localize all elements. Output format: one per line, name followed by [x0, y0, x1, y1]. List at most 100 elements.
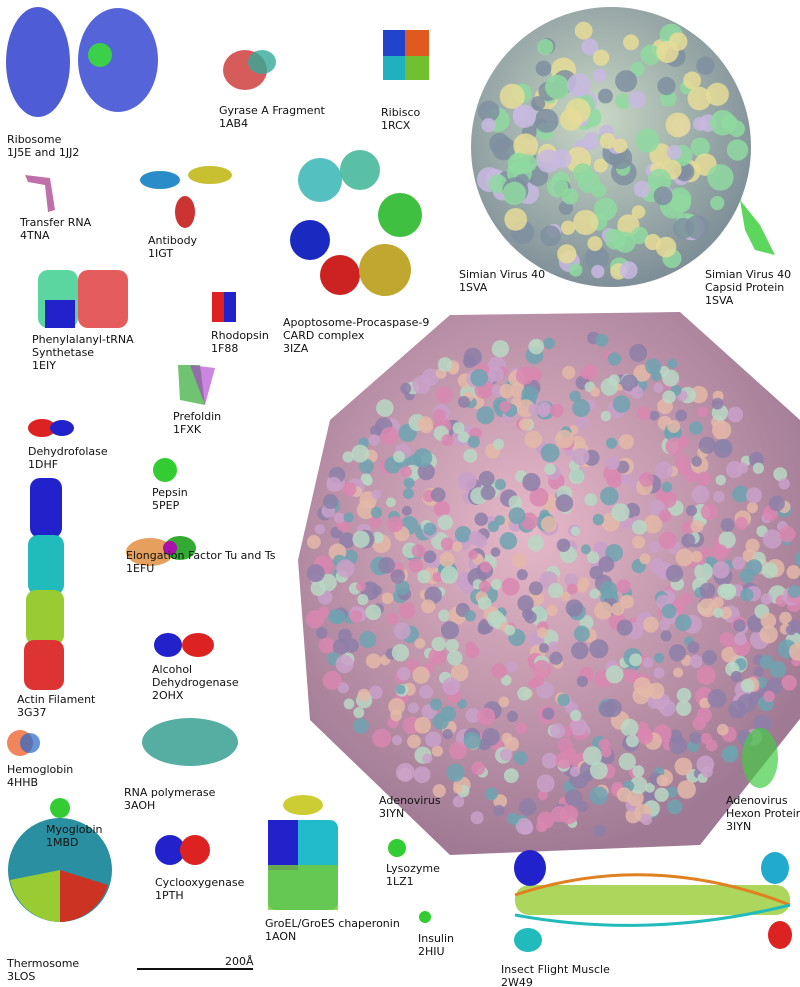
capsid-subunit — [568, 468, 585, 485]
capsid-subunit — [408, 702, 419, 714]
capsid-subunit — [592, 513, 605, 526]
capsid-subunit — [600, 378, 619, 396]
capsid-subunit — [599, 133, 616, 149]
capsid-subunit — [655, 236, 677, 258]
capsid-subunit — [500, 674, 512, 686]
capsid-subunit — [753, 714, 772, 733]
capsid-subunit — [493, 804, 505, 817]
capsid-subunit — [333, 512, 345, 524]
capsid-subunit — [653, 667, 665, 679]
capsid-subunit — [414, 716, 432, 734]
capsid-subunit — [353, 707, 365, 719]
capsid-subunit — [507, 812, 520, 825]
capsid-subunit — [606, 473, 622, 489]
capsid-subunit — [421, 599, 436, 614]
capsid-subunit — [395, 762, 415, 782]
capsid-subunit — [560, 220, 576, 235]
capsid-subunit — [437, 514, 453, 531]
capsid-subunit — [463, 731, 481, 750]
capsid-subunit — [542, 707, 555, 720]
capsid-subunit — [666, 786, 678, 798]
capsid-subunit — [785, 624, 797, 636]
capsid-subunit — [506, 710, 519, 723]
capsid-subunit — [690, 519, 704, 533]
capsid-subunit — [353, 718, 369, 734]
capsid-subunit — [717, 723, 729, 736]
capsid-subunit — [386, 497, 396, 508]
label-groel: GroEL/GroES chaperonin 1AON — [265, 917, 400, 943]
capsid-subunit — [487, 610, 505, 628]
capsid-subunit — [571, 641, 589, 660]
capsid-subunit — [435, 386, 453, 404]
label-phenylalanyl-trna: Phenylalanyl-tRNA Synthetase 1EIY — [32, 333, 134, 372]
capsid-subunit — [628, 90, 646, 109]
label-alcohol-dehydrogenase: Alcohol Dehydrogenase 2OHX — [152, 663, 239, 702]
capsid-subunit — [371, 489, 382, 500]
capsid-subunit — [589, 639, 609, 659]
capsid-subunit — [633, 180, 651, 198]
capsid-subunit — [651, 370, 662, 382]
capsid-subunit — [658, 531, 677, 550]
capsid-subunit — [315, 627, 328, 639]
capsid-subunit — [368, 434, 380, 446]
capsid-subunit — [371, 531, 384, 544]
elongation-factor-structure — [126, 536, 196, 566]
capsid-subunit — [543, 337, 555, 350]
capsid-subunit — [457, 431, 470, 443]
capsid-subunit — [513, 133, 539, 159]
capsid-subunit — [499, 400, 511, 413]
capsid-subunit — [536, 811, 555, 829]
capsid-subunit — [530, 96, 546, 111]
capsid-subunit — [576, 675, 588, 687]
capsid-subunit — [654, 787, 669, 802]
capsid-subunit — [753, 666, 764, 678]
capsid-subunit — [419, 684, 434, 699]
capsid-subunit — [490, 547, 501, 557]
capsid-subunit — [417, 569, 431, 584]
capsid-subunit — [479, 561, 492, 573]
capsid-subunit — [478, 470, 495, 487]
capsid-subunit — [565, 98, 591, 124]
capsid-subunit — [395, 580, 410, 596]
capsid-subunit — [675, 409, 688, 422]
capsid-subunit — [700, 546, 712, 558]
capsid-subunit — [570, 526, 581, 536]
capsid-subunit — [480, 485, 496, 501]
capsid-subunit — [508, 495, 523, 510]
label-myoglobin: Myoglobin 1MBD — [46, 823, 103, 849]
capsid-subunit — [556, 538, 571, 552]
capsid-subunit — [546, 604, 558, 616]
capsid-subunit — [632, 765, 645, 778]
capsid-subunit — [449, 741, 467, 760]
capsid-subunit — [618, 752, 636, 771]
alcohol-dehydrogenase-structure — [154, 633, 214, 657]
capsid-subunit — [742, 549, 757, 563]
capsid-subunit — [452, 541, 463, 552]
capsid-subunit — [569, 390, 581, 403]
capsid-subunit — [433, 500, 451, 517]
capsid-subunit — [557, 738, 573, 754]
capsid-subunit — [452, 422, 465, 434]
capsid-subunit — [488, 366, 504, 382]
capsid-subunit — [589, 786, 608, 805]
capsid-subunit — [794, 550, 800, 568]
capsid-subunit — [528, 581, 543, 596]
capsid-subunit — [687, 641, 700, 654]
label-ribisco: Ribisco 1RCX — [381, 106, 421, 132]
capsid-subunit — [694, 562, 713, 582]
capsid-subunit — [419, 419, 434, 434]
capsid-subunit — [457, 395, 470, 408]
capsid-subunit — [696, 755, 715, 774]
capsid-subunit — [369, 685, 383, 700]
capsid-subunit — [616, 787, 632, 803]
capsid-subunit — [685, 215, 710, 240]
capsid-subunit — [611, 503, 630, 522]
capsid-subunit — [508, 507, 526, 525]
capsid-subunit — [465, 641, 477, 653]
capsid-subunit — [507, 152, 530, 175]
capsid-subunit — [691, 485, 710, 504]
capsid-subunit — [649, 410, 660, 421]
capsid-subunit — [587, 236, 603, 252]
capsid-subunit — [696, 56, 715, 75]
